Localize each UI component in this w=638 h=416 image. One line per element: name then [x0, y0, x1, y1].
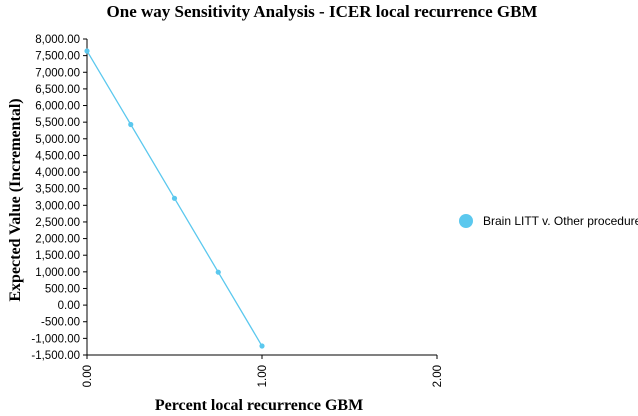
y-tick-label: 7,500.00: [35, 51, 80, 63]
data-point: [84, 48, 90, 54]
x-tick-label: 0.00: [82, 365, 94, 387]
data-point: [171, 195, 178, 201]
y-tick-label: -1,000.00: [31, 333, 80, 345]
y-tick-label: 3,500.00: [35, 184, 80, 196]
plot-area: [84, 48, 265, 349]
y-axis-ticks: 8,000.00 7,500.00 7,000.00 6,500.00 6,000.00…: [31, 34, 87, 362]
y-tick-label: 8,000.00: [35, 34, 80, 46]
y-tick-label: 2,500.00: [35, 217, 80, 229]
chart-title: One way Sensitivity Analysis - ICER loca…: [107, 2, 538, 21]
x-tick-label: 1.00: [257, 365, 269, 387]
y-tick-label: 7,000.00: [35, 67, 80, 79]
y-tick-label: 5,000.00: [35, 134, 80, 146]
x-axis-title: Percent local recurrence GBM: [155, 397, 363, 414]
data-point: [215, 269, 221, 275]
y-tick-label: 5,500.00: [35, 117, 80, 129]
x-tick-label: 2.00: [432, 365, 444, 387]
y-tick-label: -1,500.00: [31, 350, 80, 362]
y-tick-label: 1,000.00: [35, 267, 80, 279]
y-tick-label: 2,000.00: [35, 234, 80, 246]
x-axis-ticks: 0.00 1.00 2.00: [82, 355, 444, 387]
y-tick-label: 1,500.00: [35, 250, 80, 262]
y-tick-label: 4,500.00: [35, 150, 80, 162]
legend-label: Brain LITT v. Other procedure: [483, 214, 638, 228]
y-tick-label: 500.00: [45, 283, 80, 295]
y-tick-label: 6,500.00: [35, 84, 80, 96]
y-tick-label: 6,000.00: [35, 101, 80, 113]
legend-marker: [459, 214, 473, 228]
legend: Brain LITT v. Other procedure: [459, 214, 638, 228]
y-tick-label: -500.00: [41, 317, 80, 329]
y-tick-label: 3,000.00: [35, 200, 80, 212]
y-tick-label: 0.00: [58, 300, 80, 312]
data-point: [259, 343, 265, 349]
y-axis-title: Expected Value (Incremental): [7, 98, 24, 301]
y-tick-label: 4,000.00: [35, 167, 80, 179]
data-point: [128, 121, 134, 128]
